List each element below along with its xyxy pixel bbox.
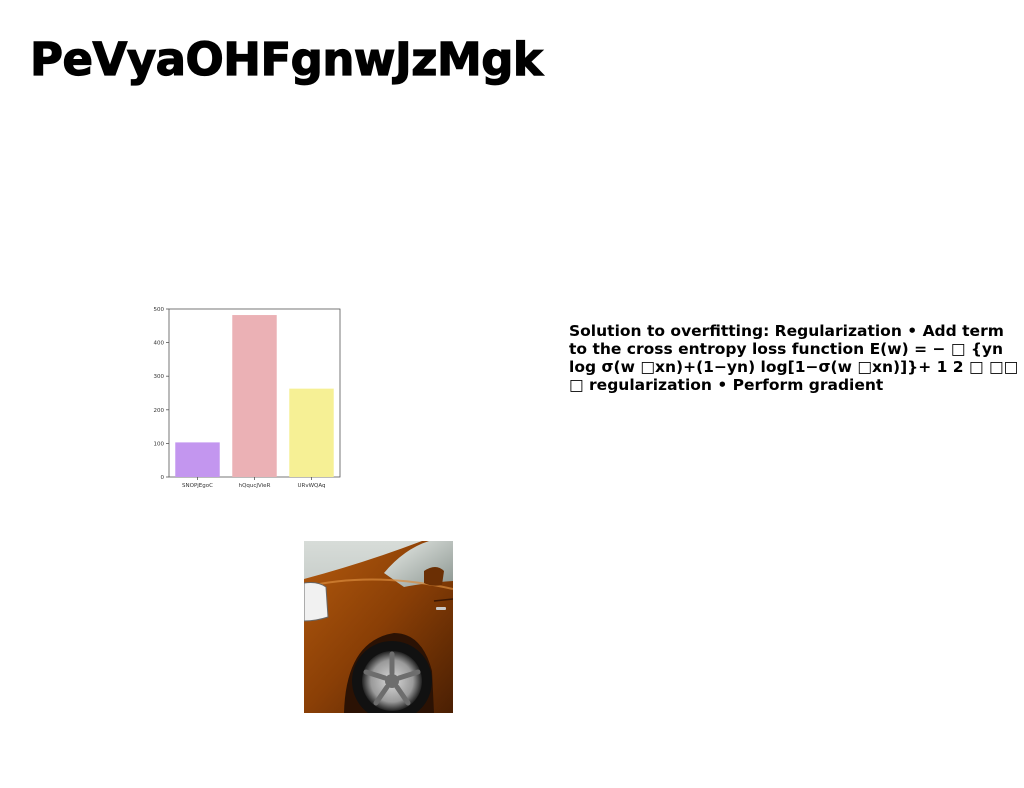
car-photo (304, 541, 453, 713)
bar-hQqucJVieR (232, 315, 277, 477)
y-tick-label: 200 (154, 408, 165, 414)
y-tick-label: 100 (154, 441, 165, 447)
bar-chart-svg: 0 100 200 300 400 500 SNOPjEgoC hQqucJVieR URvW… (154, 307, 341, 489)
bar-chart: 0 100 200 300 400 500 SNOPjEgoC hQqucJVieR URvW… (150, 302, 348, 492)
bar-URvWQAq (289, 388, 334, 477)
slide-title: PeVyaOHFgnwJzMgk (29, 32, 543, 86)
y-tick-label: 500 (154, 307, 165, 313)
x-tick-label: URvWQAq (297, 483, 325, 489)
x-tick-label: SNOPjEgoC (182, 483, 213, 489)
y-tick-label: 0 (161, 475, 165, 481)
bar-SNOPjEgoC (175, 442, 220, 477)
x-tick-label: hQqucJVieR (239, 483, 271, 489)
y-tick-label: 300 (154, 374, 165, 380)
y-tick-label: 400 (154, 341, 165, 347)
slide-body-text: Solution to overfitting: Regularization … (569, 322, 1019, 394)
